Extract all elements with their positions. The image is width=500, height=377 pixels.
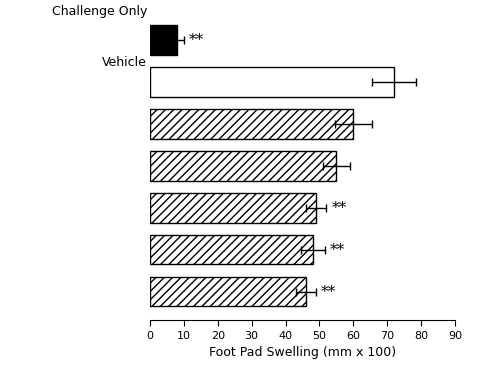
Bar (150, 193, 316, 222)
Bar (150, 67, 394, 97)
Text: **: ** (330, 243, 345, 257)
Text: Challenge Only: Challenge Only (52, 5, 147, 18)
Bar (150, 109, 354, 139)
Bar (150, 25, 177, 55)
X-axis label: Foot Pad Swelling (mm x 100): Foot Pad Swelling (mm x 100) (209, 346, 396, 359)
Text: **: ** (321, 285, 336, 299)
Bar (150, 277, 306, 307)
Bar (150, 151, 336, 181)
Text: **: ** (189, 33, 204, 47)
Text: Vehicle: Vehicle (102, 56, 147, 69)
Bar (150, 235, 312, 264)
Text: **: ** (332, 201, 346, 215)
